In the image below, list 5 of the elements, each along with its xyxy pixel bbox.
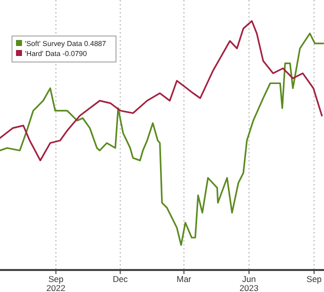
x-tick-label: Sep 2022 <box>46 274 66 292</box>
x-tick-label: Jun 2023 <box>240 274 259 292</box>
x-tick-label: Sep <box>306 274 322 284</box>
x-tick-label: Mar <box>176 274 192 284</box>
x-tick-label: Dec <box>112 274 129 284</box>
